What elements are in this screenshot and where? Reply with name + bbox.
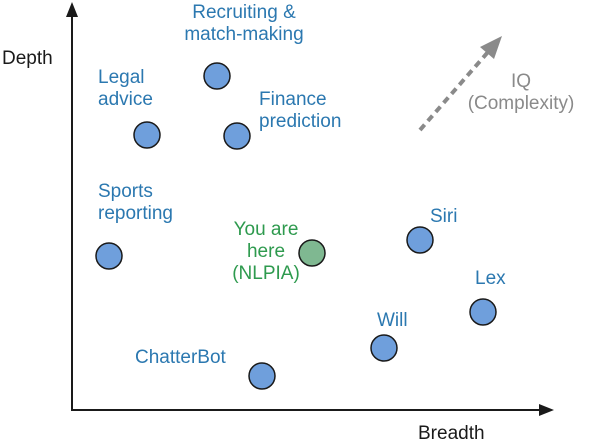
y-axis-label: Depth [2, 48, 53, 70]
label-line: Sports [98, 181, 173, 203]
label-recruiting: Recruiting & match-making [164, 2, 324, 46]
node-sports [96, 243, 122, 269]
label-line: (NLPIA) [213, 263, 319, 285]
node-finance [224, 123, 250, 149]
label-line: here [213, 241, 319, 263]
label-line: reporting [98, 203, 173, 225]
node-chatterbot [249, 363, 275, 389]
label-siri: Siri [430, 206, 457, 228]
label-line: Finance [259, 89, 341, 111]
label-chatterbot: ChatterBot [135, 347, 226, 369]
x-axis-arrowhead [539, 404, 554, 416]
node-legal [134, 122, 160, 148]
iq-label-line: IQ [456, 71, 586, 93]
node-siri [407, 227, 433, 253]
label-line: advice [98, 89, 153, 111]
node-will [371, 335, 397, 361]
iq-label-line: (Complexity) [456, 93, 586, 115]
label-line: Recruiting & [164, 2, 324, 24]
label-legal: Legal advice [98, 67, 153, 111]
label-line: Legal [98, 67, 153, 89]
label-will: Will [377, 310, 408, 332]
label-nlpia: You are here (NLPIA) [213, 219, 319, 285]
y-axis-arrowhead [66, 2, 78, 17]
iq-label: IQ (Complexity) [456, 71, 586, 115]
node-recruiting [204, 63, 230, 89]
label-lex: Lex [475, 268, 506, 290]
node-lex [470, 299, 496, 325]
x-axis-label: Breadth [418, 423, 485, 445]
label-line: match-making [164, 24, 324, 46]
label-finance: Finance prediction [259, 89, 341, 133]
label-line: You are [213, 219, 319, 241]
label-line: prediction [259, 111, 341, 133]
label-sports: Sports reporting [98, 181, 173, 225]
